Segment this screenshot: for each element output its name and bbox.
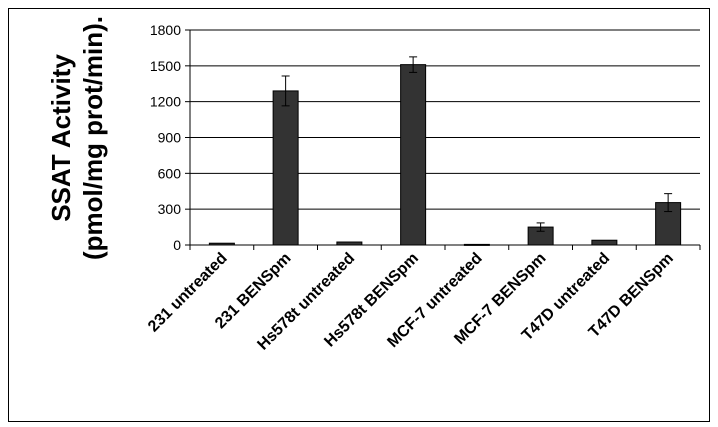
y-tick-label: 300 xyxy=(158,201,182,217)
bar xyxy=(400,64,427,246)
y-tick-label: 900 xyxy=(158,130,182,146)
y-tick-label: 1200 xyxy=(150,94,181,110)
gridlines xyxy=(190,29,700,210)
y-axis-title-line1: SSAT Activity xyxy=(46,54,76,222)
y-axis-title-line2: (pmol/mg prot/min). xyxy=(78,16,108,260)
y-tick-label: 1800 xyxy=(150,22,181,38)
chart-frame xyxy=(8,8,710,422)
y-tick-label: 0 xyxy=(173,237,181,253)
bar xyxy=(591,239,618,246)
y-tick-label: 600 xyxy=(158,165,182,181)
y-tick-labels: 0 300 600 900 1200 1500 1800 xyxy=(150,22,181,253)
bar xyxy=(272,90,299,246)
bars xyxy=(208,56,682,246)
axes xyxy=(185,29,701,250)
y-tick-label: 1500 xyxy=(150,58,181,74)
